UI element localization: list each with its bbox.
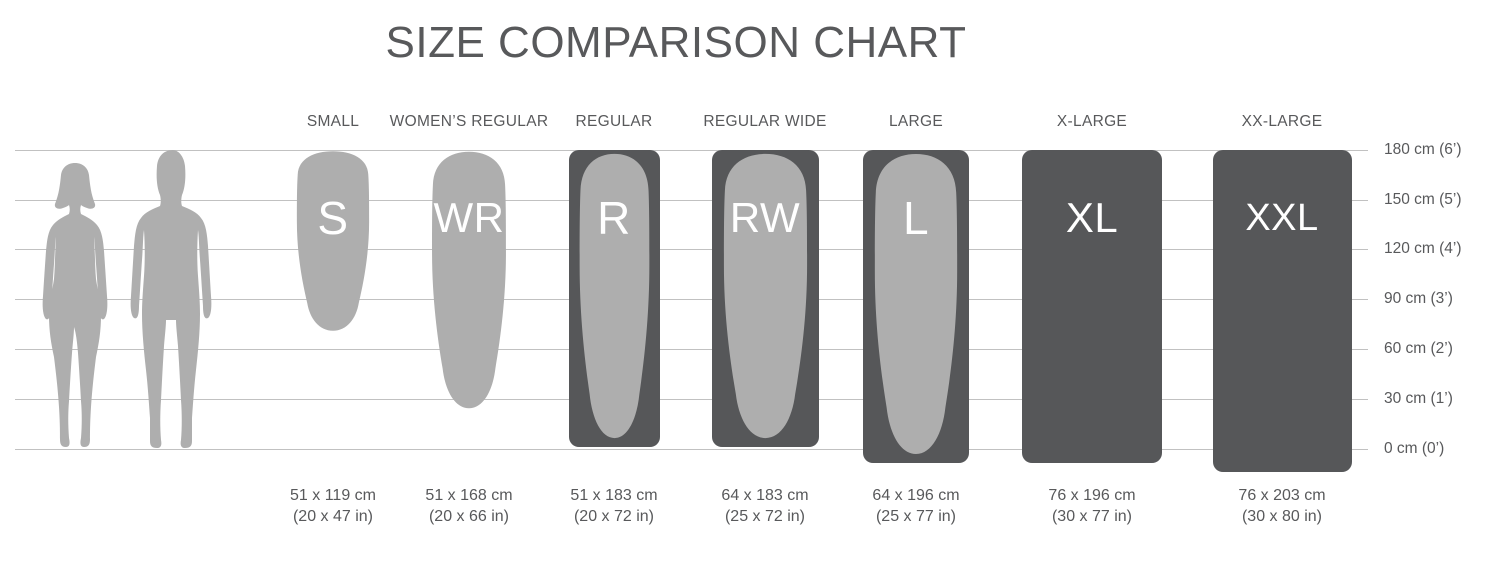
woman-silhouette — [42, 163, 108, 447]
man-silhouette — [130, 150, 212, 448]
size-dimensions: 51 x 168 cm (20 x 66 in) — [425, 486, 512, 527]
size-dimensions-cm: 64 x 183 cm — [721, 487, 809, 504]
size-code-label: XXL — [1245, 197, 1319, 239]
size-dimensions-cm: 51 x 119 cm — [290, 487, 376, 504]
size-code-label: WR — [433, 194, 505, 241]
gridline — [15, 449, 1368, 450]
size-dimensions-in: (25 x 77 in) — [875, 507, 957, 525]
height-axis-label: 120 cm (4’) — [1384, 240, 1462, 257]
size-code-label: S — [317, 192, 349, 244]
size-dimensions-cm: 76 x 196 cm — [1048, 487, 1136, 504]
size-dimensions-cm: 64 x 196 cm — [872, 487, 960, 504]
size-dimensions: 51 x 183 cm (20 x 72 in) — [570, 486, 657, 527]
size-dimensions: 64 x 196 cm (25 x 77 in) — [872, 486, 959, 527]
gridline — [15, 349, 1368, 350]
size-dimensions-in: (20 x 47 in) — [292, 507, 374, 525]
size-column-header: REGULAR — [575, 113, 653, 130]
size-column-header: XX-LARGE — [1241, 113, 1323, 130]
gridline — [15, 249, 1368, 250]
pad-shape — [296, 151, 370, 331]
size-dimensions-cm: 76 x 203 cm — [1238, 487, 1326, 504]
size-column: REGULAR WIDE RW 64 x 183 cm (25 x 72 in) — [703, 113, 826, 525]
size-column-header: REGULAR WIDE — [703, 113, 827, 130]
gridline — [15, 299, 1368, 300]
height-axis-label: 180 cm (6’) — [1384, 141, 1462, 158]
size-column: LARGE L 64 x 196 cm (25 x 77 in) — [863, 113, 969, 525]
page-title: SIZE COMPARISON CHART — [385, 18, 967, 67]
size-column-header: X-LARGE — [1056, 113, 1128, 130]
gridline — [15, 399, 1368, 400]
pad-outline-rect — [1212, 150, 1352, 472]
size-dimensions: 76 x 196 cm (30 x 77 in) — [1048, 486, 1135, 527]
size-dimensions-cm: 51 x 183 cm — [570, 487, 658, 504]
size-dimensions-in: (30 x 80 in) — [1241, 507, 1323, 525]
size-column-header: WOMEN’S REGULAR — [389, 113, 549, 130]
size-code-label: RW — [729, 194, 801, 241]
size-dimensions-in: (20 x 66 in) — [428, 507, 510, 525]
height-axis-label: 30 cm (1’) — [1384, 390, 1453, 407]
size-column-header: SMALL — [306, 113, 360, 130]
size-column-header: LARGE — [888, 113, 944, 130]
size-column: REGULAR R 51 x 183 cm (20 x 72 in) — [568, 113, 660, 525]
size-code-label: XL — [1065, 194, 1119, 241]
size-column: XX-LARGE XXL 76 x 203 cm (30 x 80 in) — [1212, 113, 1352, 525]
size-code-label: R — [597, 192, 631, 244]
height-axis-label: 150 cm (5’) — [1384, 191, 1462, 208]
size-column: WOMEN’S REGULAR WR 51 x 168 cm (20 x 66 … — [390, 113, 548, 525]
size-dimensions-in: (25 x 72 in) — [724, 507, 806, 525]
size-dimensions-in: (20 x 72 in) — [573, 507, 655, 525]
size-dimensions: 76 x 203 cm (30 x 80 in) — [1238, 486, 1325, 527]
pad-shape — [579, 153, 649, 439]
height-axis-label: 90 cm (3’) — [1384, 290, 1453, 307]
pad-shape — [432, 151, 506, 409]
height-axis-label: 0 cm (0’) — [1384, 440, 1445, 457]
size-dimensions-in: (30 x 77 in) — [1051, 507, 1133, 525]
height-axis-label: 60 cm (2’) — [1384, 340, 1453, 357]
pad-shape — [723, 153, 807, 439]
size-dimensions-cm: 51 x 168 cm — [425, 487, 513, 504]
size-code-label: L — [902, 192, 930, 244]
gridline — [15, 150, 1368, 151]
gridline — [15, 200, 1368, 201]
size-dimensions: 64 x 183 cm (25 x 72 in) — [721, 486, 808, 527]
pad-outline-rect — [1022, 150, 1162, 463]
size-column: X-LARGE XL 76 x 196 cm (30 x 77 in) — [1022, 113, 1162, 525]
size-column: SMALL S 51 x 119 cm (20 x 47 in) — [290, 113, 376, 525]
pad-shape — [874, 154, 958, 454]
size-dimensions: 51 x 119 cm (20 x 47 in) — [290, 486, 376, 527]
